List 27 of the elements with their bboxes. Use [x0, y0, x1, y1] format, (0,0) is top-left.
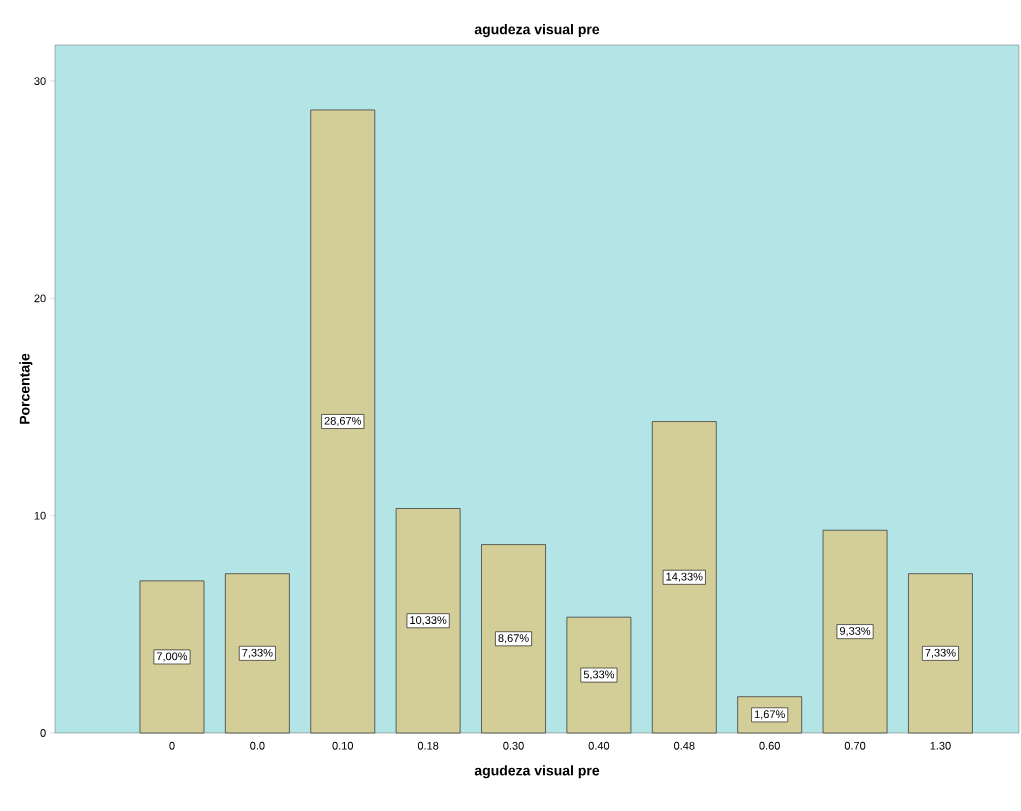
- y-tick-label: 0: [40, 729, 46, 737]
- x-tick-label: 0.70: [844, 741, 866, 750]
- x-tick-label: 0.40: [588, 741, 610, 750]
- x-tick-label: 1.30: [930, 741, 951, 750]
- x-tick-label: 0.60: [759, 741, 780, 750]
- data-label: 9,33%: [839, 627, 871, 637]
- data-label: 1,67%: [754, 710, 785, 720]
- x-tick-label: 0.48: [674, 741, 695, 750]
- data-label: 28,67%: [324, 416, 361, 427]
- x-tick-label: 0.30: [503, 741, 524, 750]
- data-label: 8,67%: [498, 634, 529, 644]
- chart-title: agudeza visual pre: [474, 24, 600, 38]
- x-tick-label: 0: [169, 741, 175, 750]
- data-label: 10,33%: [410, 616, 447, 626]
- data-label: 7,33%: [925, 648, 956, 658]
- y-tick-label: 20: [34, 294, 46, 303]
- x-tick-label: 0.0: [250, 741, 265, 750]
- x-tick-label: 0.10: [332, 741, 354, 750]
- data-label: 7,00%: [156, 652, 188, 662]
- data-label: 14,33%: [666, 572, 703, 582]
- data-label: 5,33%: [583, 670, 615, 680]
- y-axis-title: Porcentaje: [19, 353, 33, 424]
- data-label: 7,33%: [242, 648, 273, 658]
- y-tick-label: 30: [34, 77, 46, 85]
- y-tick-label: 10: [34, 511, 46, 520]
- x-tick-label: 0.18: [417, 741, 439, 750]
- x-axis-title: agudeza visual pre: [474, 765, 600, 779]
